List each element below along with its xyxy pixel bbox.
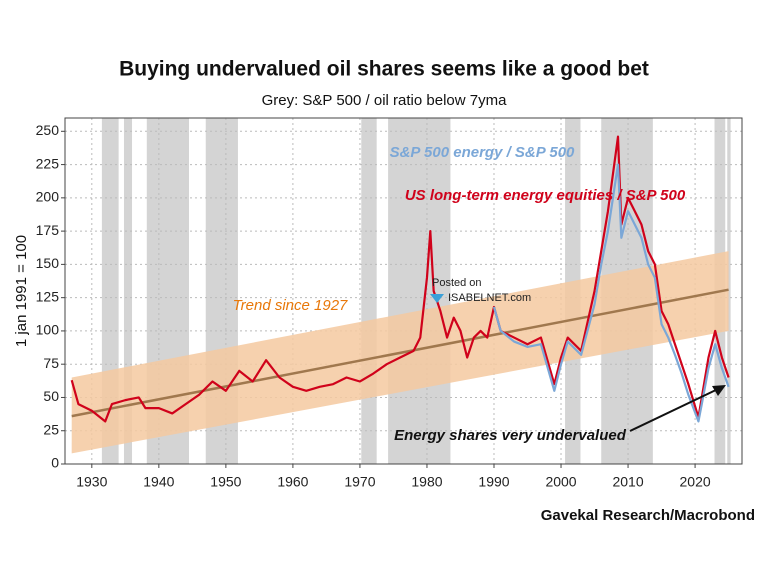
- chart-subtitle: Grey: S&P 500 / oil ratio below 7yma: [262, 92, 507, 109]
- x-tick-label: 1950: [210, 474, 241, 490]
- y-tick-label: 150: [36, 255, 60, 271]
- chart-title: Buying undervalued oil shares seems like…: [119, 58, 649, 81]
- y-tick-label: 125: [36, 288, 60, 304]
- x-tick-label: 1980: [411, 474, 442, 490]
- shaded-period: [388, 118, 451, 464]
- x-tick-label: 1960: [277, 474, 308, 490]
- watermark-icon: [430, 294, 444, 303]
- x-tick-label: 1940: [143, 474, 174, 490]
- series-line: [70, 135, 730, 423]
- x-tick-label: 2020: [680, 474, 711, 490]
- annotation-arrow: [629, 388, 719, 432]
- y-tick-label: 225: [36, 155, 60, 171]
- watermark: ISABELNET.com: [448, 292, 531, 304]
- shaded-period: [361, 118, 377, 464]
- y-tick-label: 50: [43, 388, 59, 404]
- y-tick-label: 175: [36, 222, 60, 238]
- x-tick-label: 2000: [545, 474, 576, 490]
- y-axis-label: 1 jan 1991 = 100: [13, 235, 30, 347]
- y-tick-label: 0: [51, 455, 59, 471]
- x-tick-label: 1930: [76, 474, 107, 490]
- plot-frame: [64, 117, 743, 465]
- x-tick-label: 2010: [612, 474, 643, 490]
- trend-label: Trend since 1927: [233, 297, 348, 314]
- y-tick-label: 100: [36, 322, 60, 338]
- y-tick-label: 200: [36, 189, 60, 205]
- series-label: S&P 500 energy / S&P 500: [390, 144, 575, 161]
- y-tick-label: 75: [43, 355, 59, 371]
- annotation-arrowhead: [712, 385, 726, 396]
- shaded-period: [123, 118, 133, 464]
- watermark: Posted on: [432, 277, 482, 289]
- y-tick-label: 25: [43, 421, 59, 437]
- annotation: Energy shares very undervalued: [394, 427, 627, 444]
- shaded-period: [727, 118, 731, 464]
- series-line: [492, 163, 730, 423]
- x-tick-label: 1990: [478, 474, 509, 490]
- y-tick-label: 250: [36, 122, 60, 138]
- trend-line: [71, 288, 729, 418]
- x-tick-label: 1970: [344, 474, 375, 490]
- plot: [65, 118, 742, 464]
- source: Gavekal Research/Macrobond: [541, 507, 755, 524]
- series-label: US long-term energy equities / S&P 500: [405, 187, 686, 204]
